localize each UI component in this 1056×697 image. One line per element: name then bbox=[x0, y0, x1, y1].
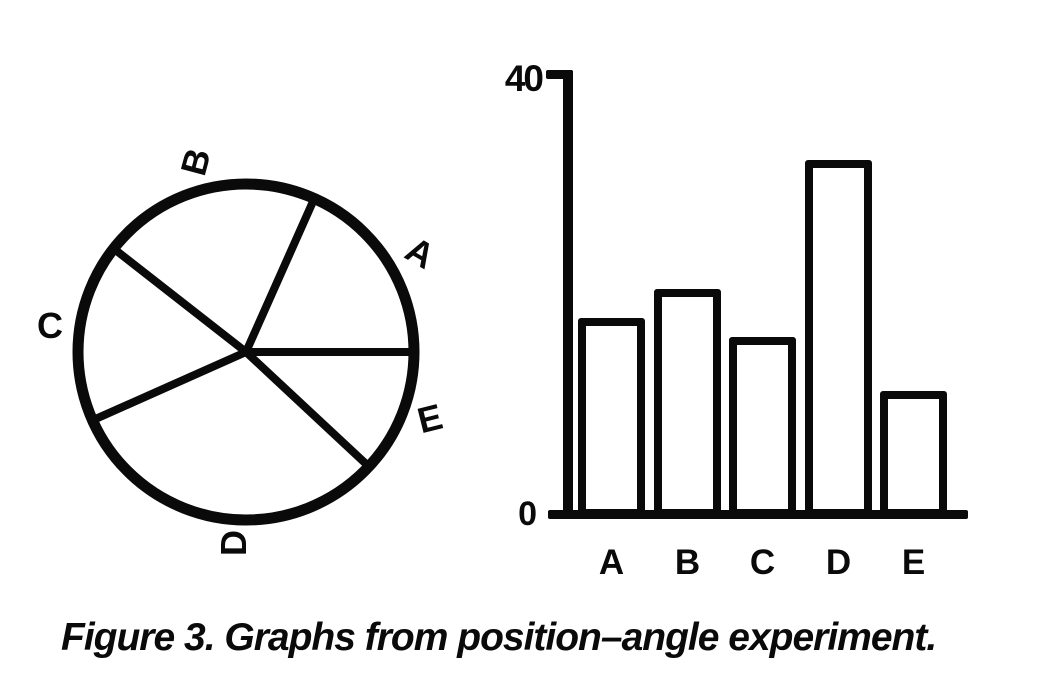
y-axis-label-0: 0 bbox=[518, 495, 537, 533]
pie-slice-boundary-2 bbox=[111, 245, 249, 356]
bar-x-label-d: D bbox=[825, 543, 852, 582]
bar-x-label-b: B bbox=[674, 543, 701, 582]
y-axis-label-40: 40 bbox=[504, 58, 544, 99]
bar-x-label-e: E bbox=[901, 543, 926, 582]
bar-x-label-c: C bbox=[749, 543, 776, 582]
bar-e bbox=[880, 391, 947, 517]
bar-a bbox=[578, 318, 645, 517]
bar-c bbox=[729, 337, 796, 517]
bar-b bbox=[654, 289, 721, 517]
figure-caption: Figure 3. Graphs from position–angle exp… bbox=[61, 616, 937, 659]
pie-slice-boundary-1 bbox=[242, 196, 318, 354]
pie-slice-label-c: C bbox=[37, 305, 63, 346]
bar-chart-y-axis bbox=[563, 70, 573, 519]
pie-slice-boundary-4 bbox=[243, 349, 372, 470]
bar-d bbox=[805, 160, 872, 517]
bar-x-label-a: A bbox=[598, 543, 625, 582]
pie-slice-boundary-3 bbox=[90, 348, 248, 424]
y-axis-tick-40 bbox=[546, 70, 573, 79]
pie-slice-label-d: D bbox=[213, 530, 254, 556]
